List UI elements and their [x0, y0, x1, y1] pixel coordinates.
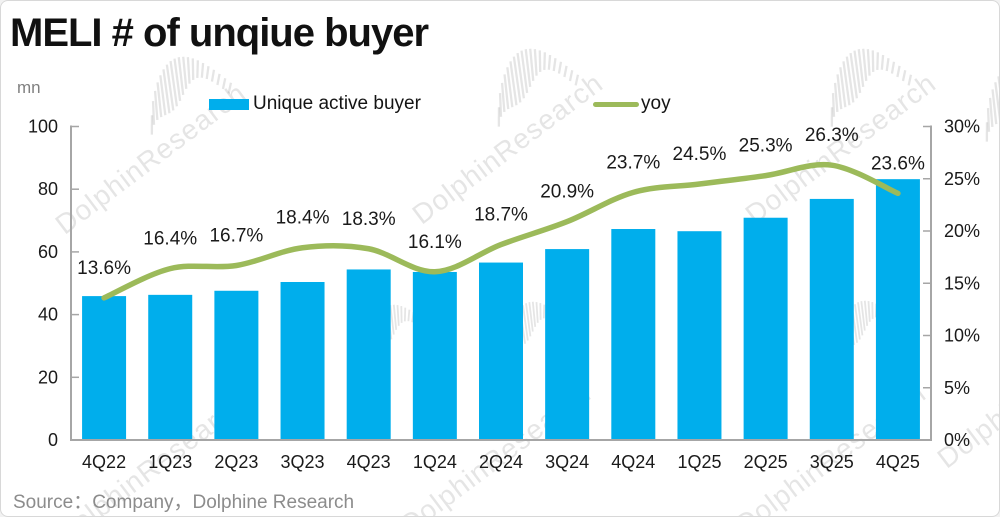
yoy-label-4Q22: 13.6%	[77, 258, 131, 279]
bar-3Q25	[809, 198, 854, 440]
x-axis-label-2Q23: 2Q23	[214, 452, 258, 472]
yoy-label-1Q24: 16.1%	[408, 232, 462, 253]
chart-title: MELI # of unqiue buyer	[10, 11, 429, 55]
x-axis-label-4Q23: 4Q23	[347, 452, 391, 472]
bar-1Q24	[412, 271, 457, 440]
yoy-label-4Q23: 18.3%	[342, 209, 396, 230]
bar-3Q23	[280, 281, 325, 440]
legend-bar-label: Unique active buyer	[253, 93, 421, 114]
bar-4Q25	[875, 179, 920, 440]
yoy-label-3Q25: 26.3%	[805, 125, 859, 146]
x-axis-label-2Q24: 2Q24	[479, 452, 523, 472]
yoy-label-3Q23: 18.4%	[276, 208, 330, 229]
yoy-label-2Q25: 25.3%	[739, 136, 793, 157]
yoy-label-3Q24: 20.9%	[540, 182, 594, 203]
legend-line-label: yoy	[641, 93, 671, 114]
bar-2Q23	[214, 290, 259, 440]
chart-legend: Unique active buyer yoy	[1, 91, 999, 117]
right-axis-tick-label: 10%	[944, 326, 980, 346]
left-axis-tick-label: 40	[38, 305, 58, 325]
yoy-label-4Q24: 23.7%	[606, 152, 660, 173]
bar-3Q24	[545, 249, 590, 440]
legend-bar-swatch	[209, 98, 249, 110]
right-axis-tick-label: 0%	[944, 430, 970, 450]
left-axis-tick-label: 80	[38, 179, 58, 199]
legend-line-swatch	[593, 101, 639, 107]
bar-2Q25	[743, 217, 788, 440]
left-axis-unit: mn	[17, 78, 41, 97]
bar-1Q23	[148, 294, 193, 440]
yoy-label-4Q25: 23.6%	[871, 153, 925, 174]
right-axis-tick-label: 5%	[944, 378, 970, 398]
x-axis-label-3Q23: 3Q23	[281, 452, 325, 472]
right-axis-tick-label: 15%	[944, 273, 980, 293]
left-axis-tick-label: 20	[38, 367, 58, 387]
x-axis-label-4Q22: 4Q22	[82, 452, 126, 472]
left-axis-tick-label: 0	[48, 430, 58, 450]
right-axis-tick-label: 25%	[944, 169, 980, 189]
x-axis-label-3Q25: 3Q25	[810, 452, 854, 472]
source-note: Source：Company，Dolphine Research	[13, 492, 355, 513]
x-axis-label-1Q23: 1Q23	[148, 452, 192, 472]
legend-item-unique-active-buyer: Unique active buyer	[209, 91, 421, 117]
bar-4Q22	[82, 296, 127, 440]
yoy-label-1Q25: 24.5%	[673, 144, 727, 165]
bar-2Q24	[479, 262, 523, 440]
x-axis-label-4Q24: 4Q24	[611, 452, 655, 472]
x-axis-label-2Q25: 2Q25	[744, 452, 788, 472]
yoy-label-1Q23: 16.4%	[143, 229, 197, 250]
right-axis-tick-label: 20%	[944, 221, 980, 241]
right-axis-tick-label: 30%	[944, 117, 980, 137]
bar-4Q24	[611, 229, 656, 440]
yoy-label-2Q23: 16.7%	[209, 225, 263, 246]
yoy-line	[101, 161, 901, 301]
x-axis-label-1Q24: 1Q24	[413, 452, 457, 472]
bar-1Q25	[677, 231, 722, 440]
legend-item-yoy: yoy	[593, 91, 671, 117]
x-axis-label-1Q25: 1Q25	[677, 452, 721, 472]
bar-4Q23	[346, 269, 391, 440]
yoy-label-2Q24: 18.7%	[474, 205, 528, 226]
x-axis-label-4Q25: 4Q25	[876, 452, 920, 472]
left-axis-tick-label: 100	[28, 117, 58, 137]
left-axis-tick-label: 60	[38, 242, 58, 262]
x-axis-label-3Q24: 3Q24	[545, 452, 589, 472]
